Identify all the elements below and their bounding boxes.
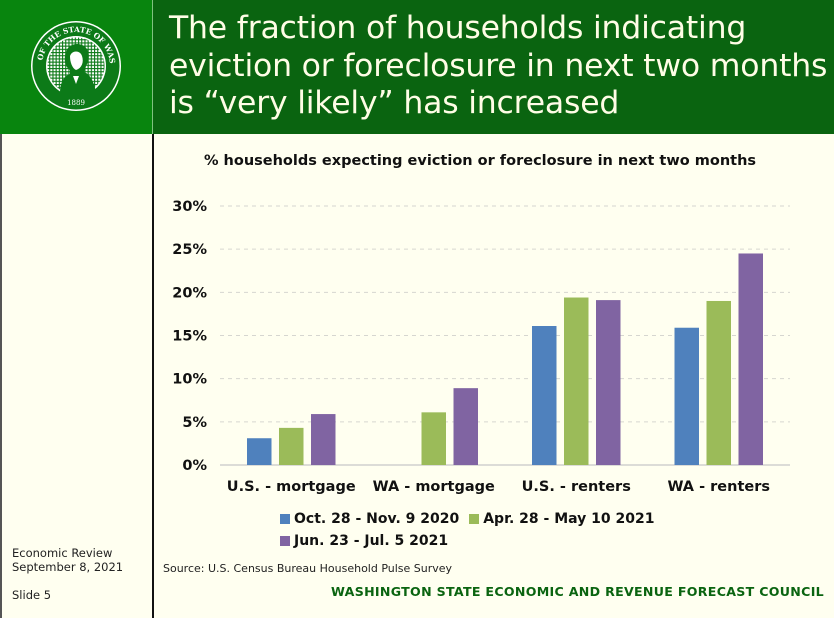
legend-label: Jun. 23 - Jul. 5 2021 xyxy=(294,533,449,549)
bar-3-1 xyxy=(706,300,731,465)
legend-item: Apr. 28 - May 10 2021 xyxy=(469,508,655,530)
chart-title: % households expecting eviction or forec… xyxy=(203,153,757,169)
y-tick-label: 15% xyxy=(172,329,207,345)
legend-swatch xyxy=(280,536,290,546)
bar-2-2 xyxy=(596,300,621,465)
legend-swatch xyxy=(280,514,290,524)
slide-number: Slide 5 xyxy=(12,588,52,602)
y-tick-label: 20% xyxy=(172,285,207,301)
legend-item: Oct. 28 - Nov. 9 2020 xyxy=(280,508,459,530)
bar-0-1 xyxy=(279,427,304,465)
bar-0-2 xyxy=(311,414,336,465)
chart-legend: Oct. 28 - Nov. 9 2020 Apr. 28 - May 10 20… xyxy=(280,508,665,552)
bar-2-0 xyxy=(532,326,557,465)
slide-title: The fraction of households indicating ev… xyxy=(169,10,828,121)
y-tick-label: 30% xyxy=(172,199,207,215)
bar-3-2 xyxy=(738,253,763,465)
organization-name: WASHINGTON STATE ECONOMIC AND REVENUE FO… xyxy=(331,584,824,599)
y-tick-label: 10% xyxy=(172,372,207,388)
legend-label: Apr. 28 - May 10 2021 xyxy=(483,511,655,527)
seal-year: 1889 xyxy=(67,99,85,107)
x-tick-label: U.S. - renters xyxy=(522,479,631,495)
x-tick-label: U.S. - mortgage xyxy=(227,479,356,495)
footer-event: Economic Review xyxy=(12,546,113,560)
source-note: Source: U.S. Census Bureau Household Pul… xyxy=(163,562,453,575)
y-tick-label: 5% xyxy=(182,415,207,431)
footer-date: September 8, 2021 xyxy=(12,560,124,574)
x-tick-label: WA - mortgage xyxy=(373,479,495,495)
bar-3-0 xyxy=(674,327,699,465)
header-logo-panel: THE SEAL OF THE STATE OF WASHINGTON 1889 xyxy=(0,0,152,134)
left-border xyxy=(0,134,2,618)
bar-1-2 xyxy=(453,388,478,465)
y-tick-label: 25% xyxy=(172,242,207,258)
title-banner: The fraction of households indicating ev… xyxy=(153,0,834,134)
bar-0-0 xyxy=(247,438,272,465)
y-tick-label: 0% xyxy=(182,458,207,474)
washington-state-seal-icon: THE SEAL OF THE STATE OF WASHINGTON 1889 xyxy=(30,20,121,111)
sidebar-divider xyxy=(152,134,154,618)
legend-item: Jun. 23 - Jul. 5 2021 xyxy=(280,530,448,552)
bar-2-1 xyxy=(564,297,589,465)
legend-label: Oct. 28 - Nov. 9 2020 xyxy=(294,511,460,527)
x-tick-label: WA - renters xyxy=(667,479,770,495)
header-divider xyxy=(152,0,153,134)
legend-swatch xyxy=(469,514,480,524)
bar-1-1 xyxy=(421,412,446,465)
